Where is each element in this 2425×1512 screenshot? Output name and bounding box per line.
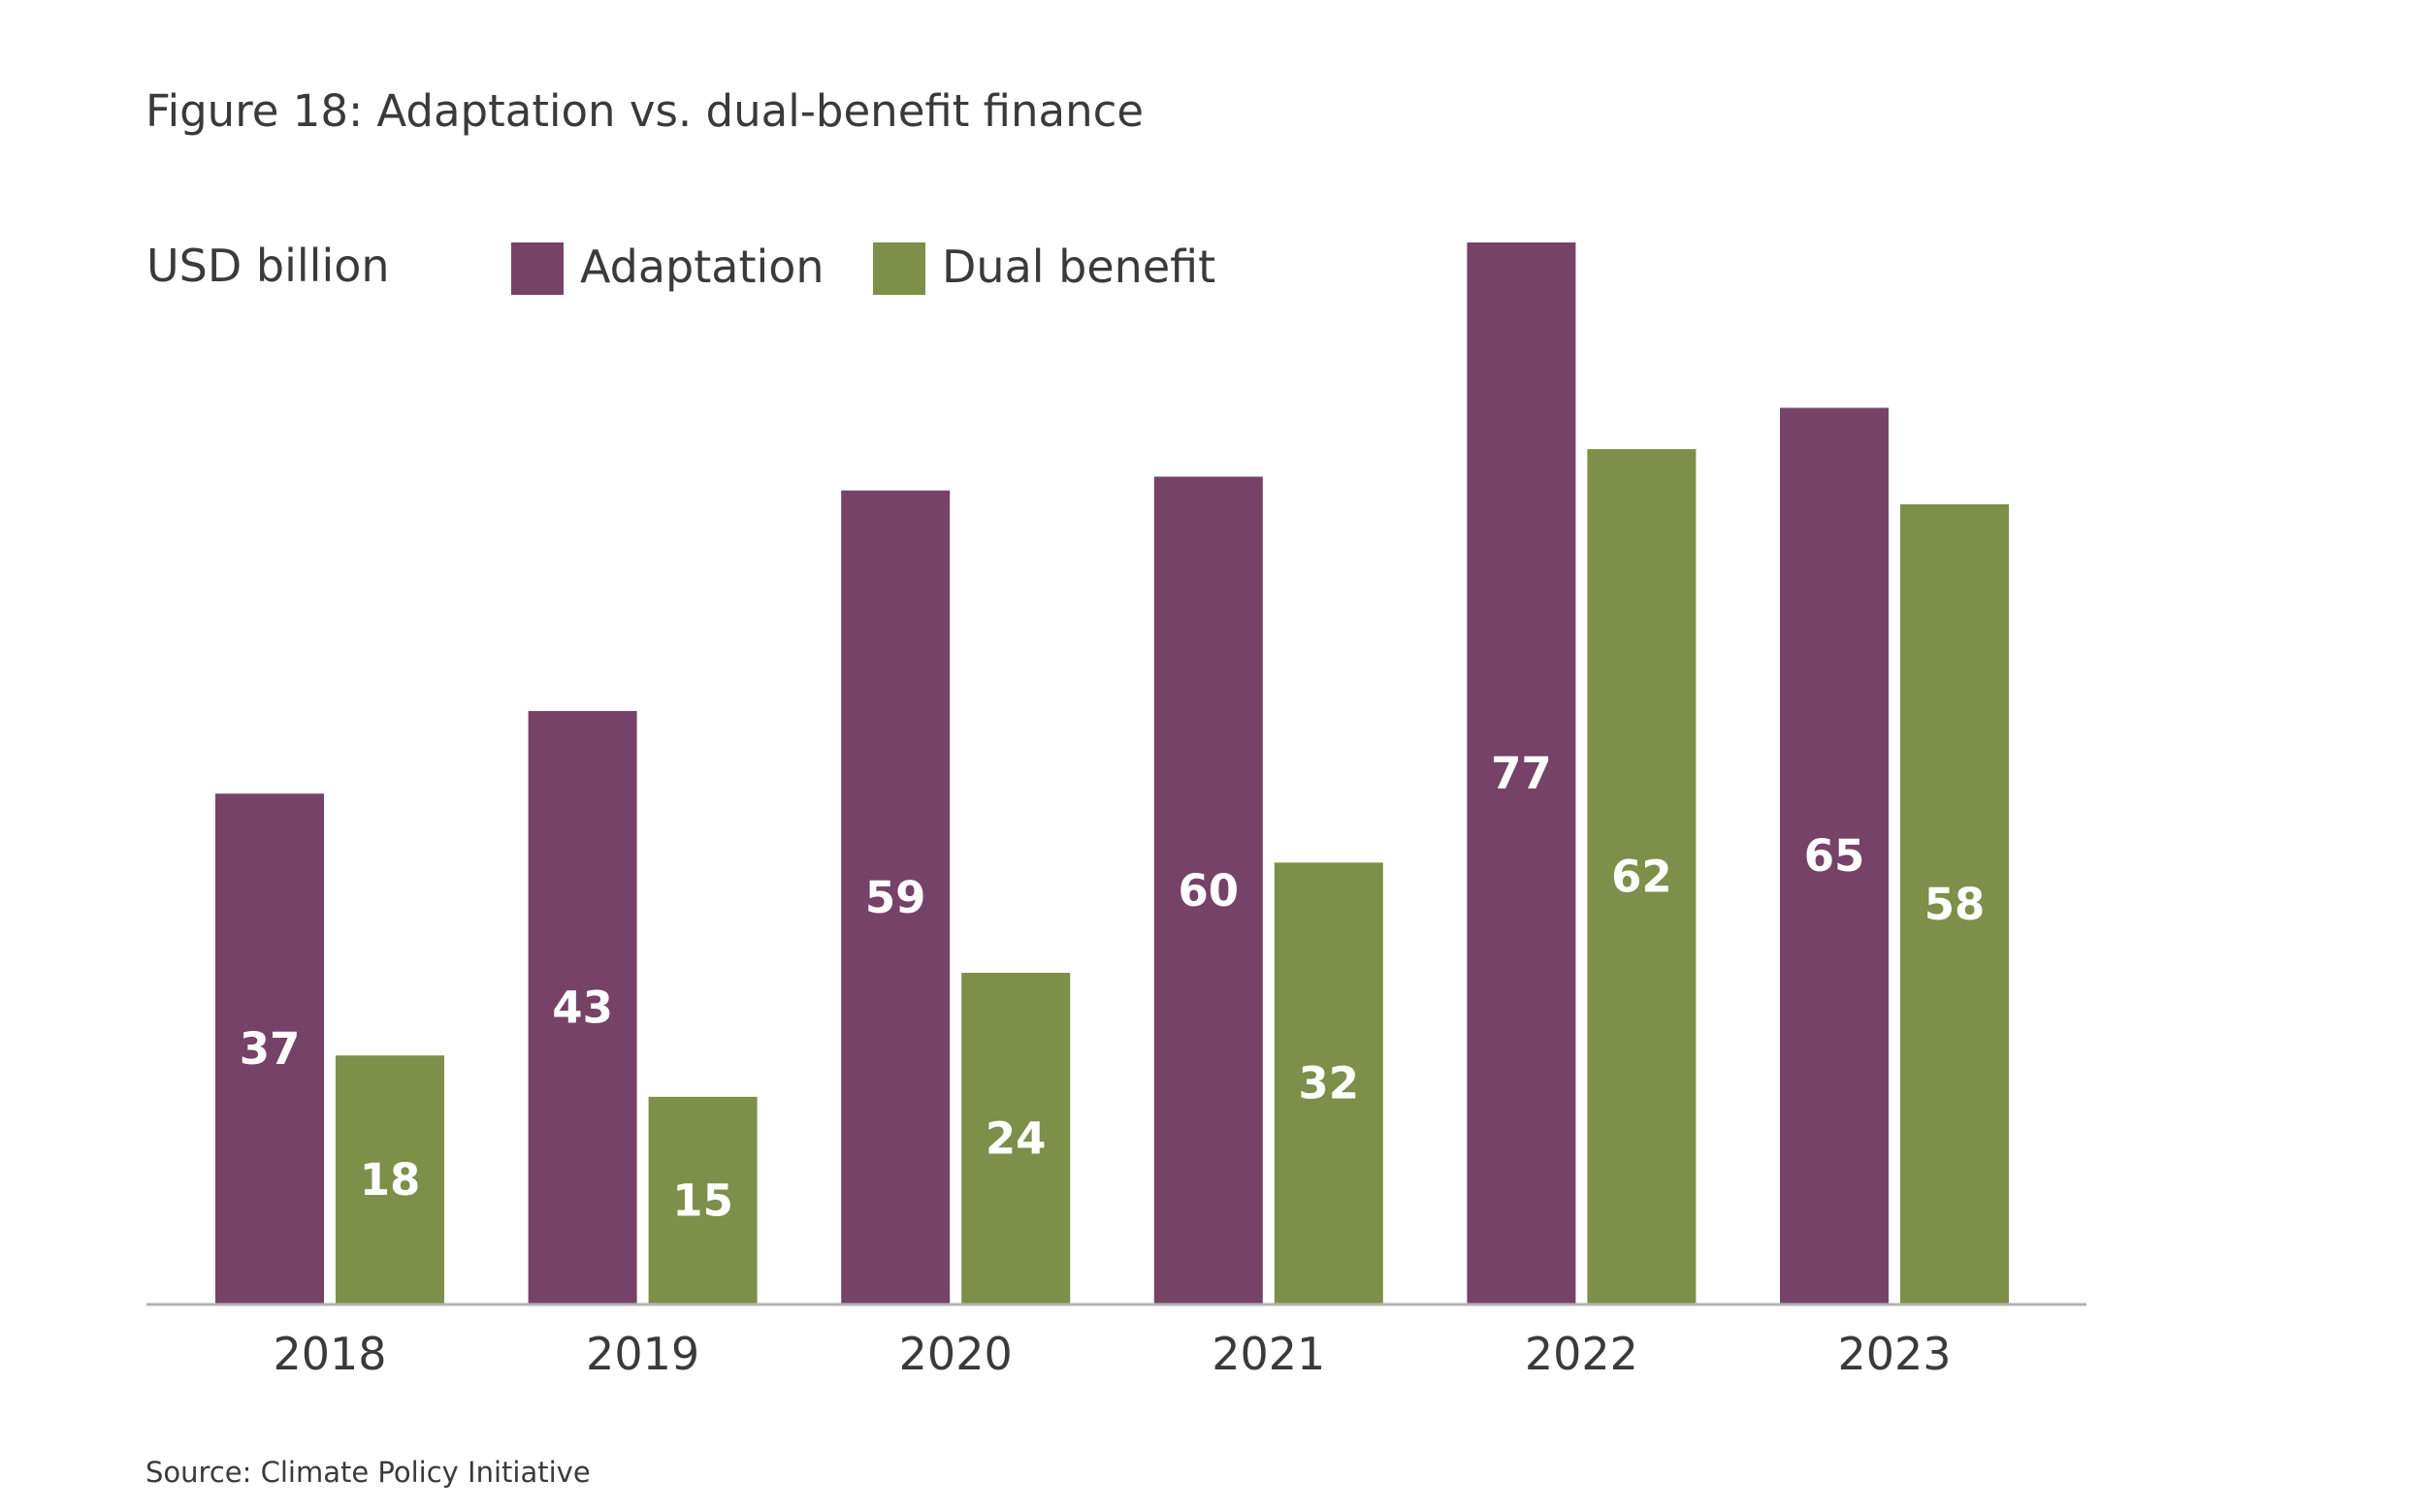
value-label-dual-benefit-2018: 18 <box>360 1154 421 1206</box>
source-note: Source: Climate Policy Initiative <box>146 1456 591 1489</box>
x-tick-label-2022: 2022 <box>1525 1328 1638 1380</box>
value-label-adaptation-2019: 43 <box>552 982 613 1034</box>
x-tick-label-2023: 2023 <box>1837 1328 1951 1380</box>
bar-adaptation-2021 <box>1153 476 1263 1303</box>
x-axis-ticks: 2018 2019 2020 2021 2022 2023 <box>273 1328 1951 1380</box>
value-label-adaptation-2020: 59 <box>865 872 926 923</box>
value-label-dual-benefit-2022: 62 <box>1611 852 1672 903</box>
legend-label-adaptation: Adaptation <box>580 241 824 293</box>
legend-swatch-adaptation <box>511 242 564 295</box>
legend: Adaptation Dual benefit <box>511 241 1215 295</box>
x-tick-label-2021: 2021 <box>1212 1328 1325 1380</box>
bar-dual-benefit-2022 <box>1587 449 1697 1304</box>
bar-dual-benefit-2021 <box>1274 862 1383 1303</box>
x-tick-label-2020: 2020 <box>899 1328 1013 1380</box>
bar-dual-benefit-2023 <box>1900 503 2009 1303</box>
value-label-adaptation-2021: 60 <box>1178 865 1239 917</box>
value-label-dual-benefit-2019: 15 <box>672 1174 733 1226</box>
x-tick-label-2019: 2019 <box>586 1328 699 1380</box>
x-tick-label-2018: 2018 <box>273 1328 386 1380</box>
legend-label-dual-benefit: Dual benefit <box>942 241 1215 293</box>
bar-adaptation-2022 <box>1467 242 1576 1303</box>
bar-adaptation-2023 <box>1780 407 1889 1303</box>
value-label-dual-benefit-2023: 58 <box>1924 879 1986 930</box>
chart-title: Figure 18: Adaptation vs. dual-benefit f… <box>146 85 1144 137</box>
bar-adaptation-2018 <box>215 793 324 1303</box>
bar-dual-benefit-2018 <box>336 1055 444 1303</box>
bars-layer <box>215 242 2009 1304</box>
value-label-adaptation-2018: 37 <box>240 1023 301 1075</box>
legend-swatch-dual-benefit <box>873 242 925 295</box>
unit-label: USD billion <box>146 240 390 292</box>
bar-dual-benefit-2020 <box>961 973 1071 1303</box>
bar-adaptation-2019 <box>528 711 637 1303</box>
value-label-adaptation-2023: 65 <box>1804 830 1865 882</box>
value-labels-layer: 37 18 43 15 59 24 60 32 77 62 65 58 <box>240 748 1986 1226</box>
value-label-dual-benefit-2021: 32 <box>1298 1058 1359 1110</box>
value-label-dual-benefit-2020: 24 <box>986 1113 1047 1165</box>
value-label-adaptation-2022: 77 <box>1491 748 1552 799</box>
bar-adaptation-2020 <box>841 490 951 1303</box>
bar-dual-benefit-2019 <box>648 1096 758 1303</box>
